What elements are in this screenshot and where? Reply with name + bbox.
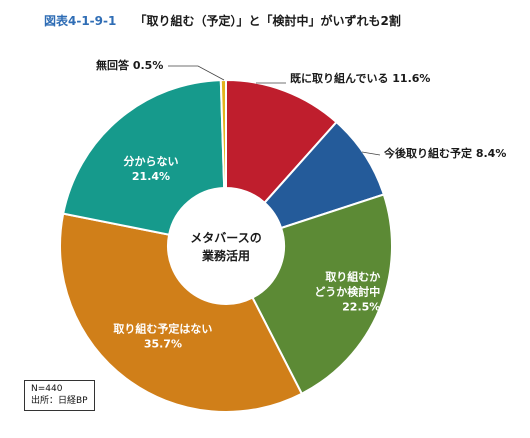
source-note: 出所：日経BP bbox=[31, 396, 88, 406]
center-label: 業務活用 bbox=[201, 248, 250, 263]
figure-number: 図表4-1-9-1 bbox=[44, 14, 117, 28]
figure-title: 「取り組む（予定）」と「検討中」がいずれも2割 bbox=[134, 14, 401, 28]
slice-5 bbox=[219, 78, 227, 190]
slice-label: 22.5% bbox=[342, 301, 380, 314]
slice-label: 分からない bbox=[123, 154, 178, 168]
slice-label: 35.7% bbox=[144, 338, 182, 351]
leader-line bbox=[168, 65, 225, 81]
slice-label: 今後取り組む予定 8.4% bbox=[383, 146, 506, 160]
center-label: メタバースの bbox=[190, 231, 261, 245]
slice-3 bbox=[59, 212, 304, 413]
slice-label: 取り組むか bbox=[325, 270, 380, 284]
slice-2 bbox=[251, 193, 393, 396]
leader-line bbox=[361, 151, 381, 156]
slice-label: 21.4% bbox=[132, 170, 170, 183]
slice-4 bbox=[62, 79, 226, 236]
slice-label: どうか検討中 bbox=[314, 285, 380, 299]
slice-label: 無回答 0.5% bbox=[96, 58, 163, 72]
source-box: N=440 出所：日経BP bbox=[24, 380, 95, 411]
figure-header: 図表4-1-9-1 「取り組む（予定）」と「検討中」がいずれも2割 bbox=[44, 12, 401, 29]
donut-hole bbox=[169, 189, 283, 303]
slice-label: 取り組む予定はない bbox=[113, 322, 212, 336]
slice-label: 既に取り組んでいる 11.6% bbox=[290, 71, 430, 85]
sample-size: N=440 bbox=[31, 384, 63, 394]
